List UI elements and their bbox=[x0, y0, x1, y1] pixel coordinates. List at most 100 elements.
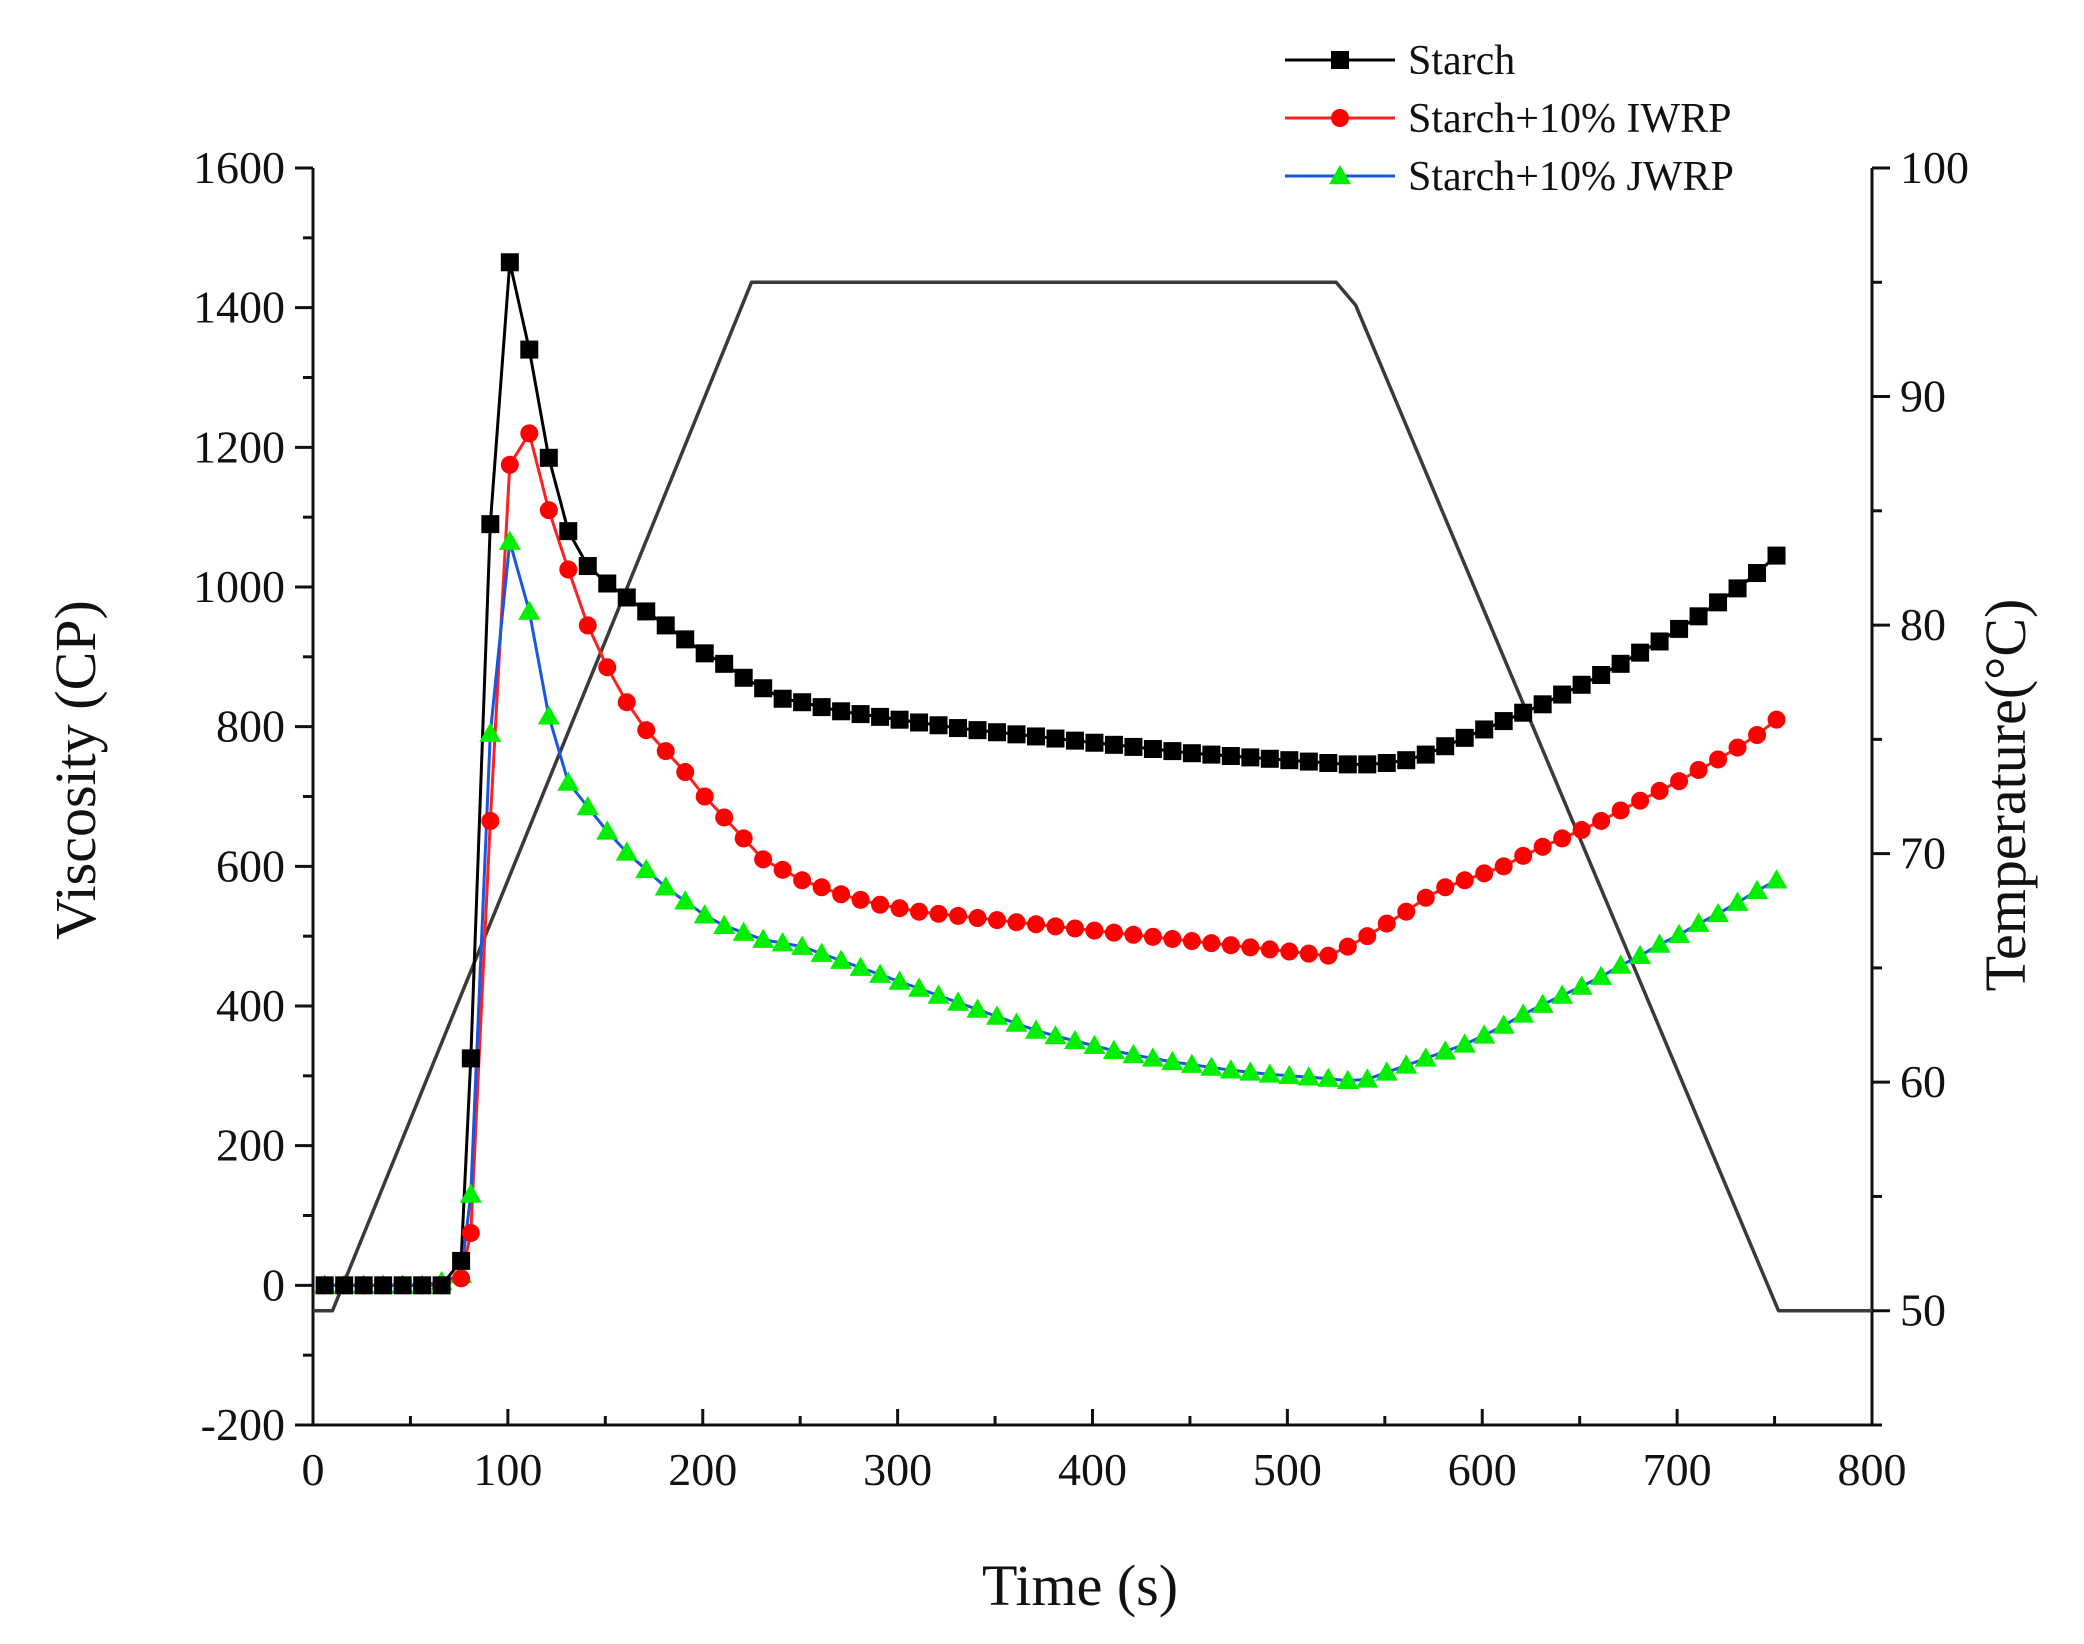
data-point-square bbox=[315, 1276, 334, 1295]
data-point-square bbox=[1514, 703, 1533, 722]
data-point-circle bbox=[890, 899, 909, 918]
data-point-circle bbox=[481, 811, 500, 830]
data-point-circle bbox=[1514, 846, 1533, 865]
data-point-triangle bbox=[1161, 1050, 1184, 1071]
data-point-circle bbox=[1650, 781, 1669, 800]
data-point-circle bbox=[1046, 917, 1065, 936]
y2-tick-label: 70 bbox=[1900, 828, 1946, 879]
data-point-square bbox=[354, 1276, 373, 1295]
data-point-triangle bbox=[888, 970, 911, 990]
data-point-circle bbox=[754, 850, 773, 869]
data-point-triangle bbox=[1453, 1033, 1476, 1053]
data-point-triangle bbox=[654, 876, 677, 896]
data-point-circle bbox=[1728, 738, 1747, 757]
data-point-triangle bbox=[966, 998, 989, 1018]
legend-label: Starch bbox=[1408, 38, 1515, 84]
data-point-circle bbox=[1494, 857, 1513, 876]
data-point-circle bbox=[1377, 914, 1396, 933]
data-point-circle bbox=[715, 808, 734, 827]
data-point-triangle bbox=[1005, 1012, 1028, 1032]
data-point-triangle bbox=[1297, 1066, 1320, 1086]
series-lines bbox=[313, 260, 1872, 1313]
data-point-square bbox=[1065, 731, 1084, 750]
y-tick-label: 1600 bbox=[193, 142, 285, 193]
series-line-temperature bbox=[313, 280, 1872, 1313]
data-point-triangle bbox=[615, 841, 638, 861]
x-tick-label: 500 bbox=[1253, 1444, 1322, 1495]
data-point-circle bbox=[949, 906, 968, 925]
data-point-triangle bbox=[1414, 1047, 1437, 1067]
data-point-circle bbox=[1572, 821, 1591, 840]
y-tick-label: 200 bbox=[216, 1120, 285, 1171]
y2-tick-label: 60 bbox=[1900, 1056, 1946, 1107]
data-point-square bbox=[1358, 755, 1377, 774]
data-point-square bbox=[929, 716, 948, 735]
data-point-square bbox=[1631, 643, 1650, 662]
data-point-square bbox=[1709, 593, 1728, 612]
data-point-circle bbox=[851, 890, 870, 909]
axis-tick-labels: 0 100 200 300 400 500 600 700 800 -200 0 200 400 600 8… bbox=[193, 142, 1969, 1495]
data-point-triangle bbox=[1726, 891, 1749, 911]
y2-axis-title: Temperature(°C) bbox=[1973, 599, 2038, 992]
data-point-circle bbox=[1241, 938, 1260, 957]
data-point-circle bbox=[1221, 936, 1240, 955]
series-markers bbox=[313, 253, 1788, 1295]
legend-marker-circle bbox=[1331, 109, 1349, 127]
data-point-square bbox=[1455, 728, 1474, 747]
data-point-triangle bbox=[537, 705, 560, 725]
data-point-triangle bbox=[1492, 1014, 1515, 1034]
y-tick-label: 0 bbox=[262, 1259, 285, 1310]
data-point-square bbox=[1085, 733, 1104, 752]
data-point-triangle bbox=[1570, 975, 1593, 995]
series-line-square bbox=[324, 260, 1778, 1287]
data-point-square bbox=[1436, 737, 1455, 756]
x-tick-label: 100 bbox=[473, 1444, 542, 1495]
data-point-triangle bbox=[1102, 1039, 1125, 1059]
legend-marker-square bbox=[1331, 51, 1349, 69]
y-tick-label: 400 bbox=[216, 980, 285, 1031]
data-point-triangle bbox=[908, 977, 931, 997]
data-point-circle bbox=[1533, 837, 1552, 856]
data-point-square bbox=[1748, 564, 1767, 583]
data-point-square bbox=[1728, 579, 1747, 598]
data-point-square bbox=[812, 698, 831, 717]
data-point-circle bbox=[500, 455, 519, 474]
data-point-square bbox=[754, 679, 773, 698]
data-point-square bbox=[1689, 607, 1708, 626]
data-point-circle bbox=[1202, 934, 1221, 953]
data-point-circle bbox=[1455, 871, 1474, 890]
legend-label: Starch+10% IWRP bbox=[1408, 96, 1731, 142]
data-point-circle bbox=[1611, 801, 1630, 820]
data-point-triangle bbox=[1512, 1003, 1535, 1023]
data-point-square bbox=[1611, 654, 1630, 673]
data-point-triangle bbox=[1219, 1059, 1242, 1079]
data-point-square bbox=[1670, 619, 1689, 638]
data-point-square bbox=[988, 723, 1007, 742]
data-point-triangle bbox=[1258, 1063, 1281, 1083]
data-point-square bbox=[1143, 740, 1162, 759]
data-point-square bbox=[1104, 735, 1123, 754]
data-point-circle bbox=[578, 616, 597, 635]
data-point-circle bbox=[695, 787, 714, 806]
data-point-circle bbox=[910, 902, 929, 921]
data-point-circle bbox=[929, 904, 948, 923]
data-point-square bbox=[851, 705, 870, 724]
data-point-circle bbox=[1280, 942, 1299, 961]
data-point-triangle bbox=[1668, 923, 1691, 944]
data-point-square bbox=[968, 721, 987, 740]
series-line-circle bbox=[324, 431, 1778, 1287]
data-point-circle bbox=[598, 658, 617, 677]
data-point-circle bbox=[1436, 878, 1455, 897]
data-point-circle bbox=[1065, 919, 1084, 938]
data-point-square bbox=[910, 713, 929, 732]
data-point-triangle bbox=[1044, 1025, 1067, 1045]
data-point-circle bbox=[1007, 913, 1026, 932]
data-point-triangle bbox=[459, 1183, 482, 1203]
data-point-circle bbox=[1319, 946, 1338, 965]
data-point-circle bbox=[539, 501, 558, 520]
data-point-triangle bbox=[1375, 1061, 1398, 1081]
y-tick-label: 1400 bbox=[193, 282, 285, 333]
data-point-triangle bbox=[1629, 944, 1652, 964]
data-point-triangle bbox=[713, 914, 736, 934]
data-point-square bbox=[1650, 632, 1669, 651]
